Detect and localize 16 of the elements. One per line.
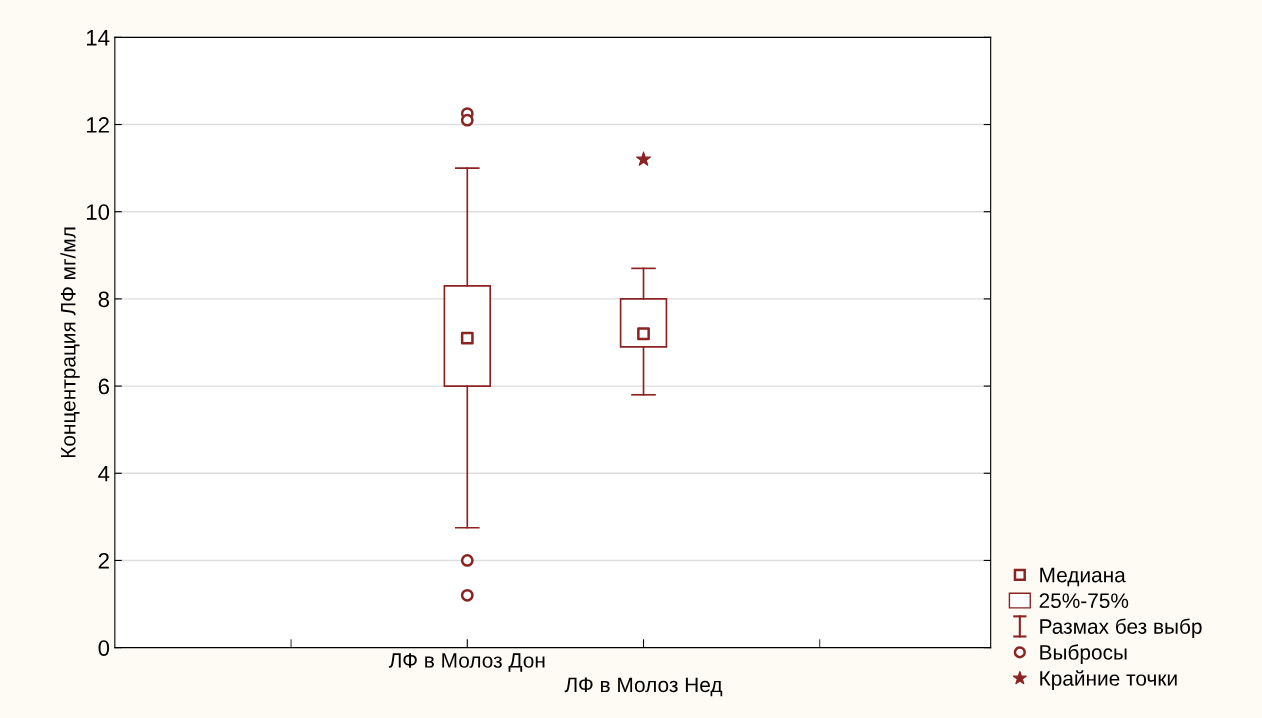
- text: Медиана: [1040, 567, 1126, 587]
- y-tick-label: 4: [98, 466, 110, 482]
- y-tick-label: 10: [86, 204, 110, 220]
- text: Размах без выбр: [1040, 618, 1202, 639]
- legend-label: Крайние точки: [1040, 670, 1177, 690]
- y-tick-label: 8: [98, 291, 110, 308]
- text: 25%-75%: [1039, 593, 1129, 609]
- y-tick-label: 12: [86, 117, 109, 133]
- y-tick-label: 2: [98, 552, 109, 569]
- x-tick-label: ЛФ в Молоз Дон: [388, 653, 545, 672]
- y-axis-title: Концентрация ЛФ мг/мл: [60, 227, 80, 458]
- y-tick-label: 6: [98, 378, 110, 395]
- y-tick-label: 14: [86, 30, 110, 46]
- legend-label: Выбросы: [1040, 644, 1127, 664]
- y-tick-label: 0: [98, 640, 110, 656]
- x-tick-label: ЛФ в Молоз Нед: [564, 677, 723, 697]
